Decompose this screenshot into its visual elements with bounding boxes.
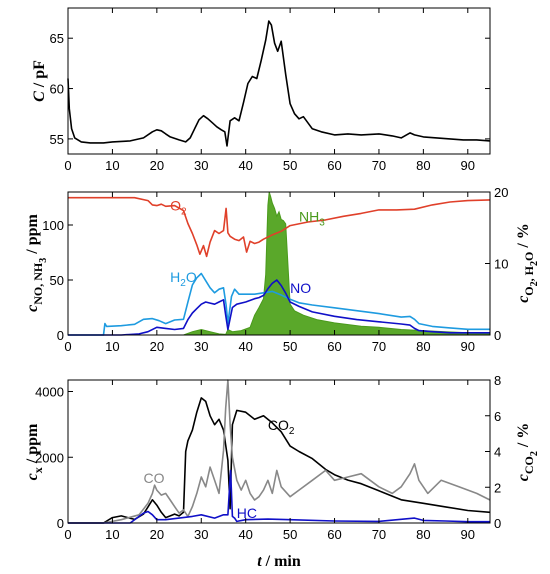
y-tick-label: 0 bbox=[57, 516, 64, 531]
x-tick-label: 20 bbox=[150, 339, 164, 354]
gas-plot-area bbox=[68, 379, 491, 524]
right-y-tick-label: 8 bbox=[494, 373, 501, 388]
y-tick-label: 0 bbox=[57, 328, 64, 343]
x-tick-label: 0 bbox=[64, 527, 71, 542]
no-nh3-panel: 0 10 20 30 40 50 60 70 80 90 0 50 100 0 10 20 O2 H2O NH3 N… bbox=[24, 185, 540, 354]
y-tick-label: 60 bbox=[50, 82, 64, 97]
gas-annotations: CO CO2 HC bbox=[144, 417, 295, 521]
co2-annotation: CO2 bbox=[268, 417, 295, 437]
series-line bbox=[67, 20, 491, 147]
x-tick-label: 70 bbox=[372, 527, 386, 542]
x-tick-label: 50 bbox=[283, 158, 297, 173]
x-tick-label: 50 bbox=[283, 339, 297, 354]
right-y-tick-label: 20 bbox=[494, 185, 508, 200]
capacitance-axes-frame bbox=[67, 7, 491, 155]
co-line bbox=[68, 379, 491, 524]
right-y-tick-label: 10 bbox=[494, 257, 508, 272]
no-nh3-plot-area bbox=[68, 191, 491, 336]
capacitance-plot-area bbox=[67, 20, 491, 147]
right-y-tick-label: 6 bbox=[494, 409, 501, 424]
capacitance-panel: 0 10 20 30 40 50 60 70 80 90 55 60 65 C / pF bbox=[31, 7, 491, 173]
x-tick-label: 20 bbox=[150, 527, 164, 542]
x-tick-label: 30 bbox=[194, 527, 208, 542]
x-tick-label: 10 bbox=[105, 158, 119, 173]
y-tick-label: 50 bbox=[50, 273, 64, 288]
y-tick-label: 65 bbox=[50, 31, 64, 46]
no-nh3-y-axis-label: cNO, NH3 / ppm bbox=[24, 213, 49, 311]
right-y-tick-label: 0 bbox=[494, 516, 501, 531]
y-tick-label: 2000 bbox=[35, 450, 64, 465]
x-tick-label: 40 bbox=[238, 339, 252, 354]
x-tick-label: 30 bbox=[194, 339, 208, 354]
time-x-axis-label: t / min bbox=[257, 553, 301, 570]
x-tick-label: 60 bbox=[327, 158, 341, 173]
x-tick-label: 50 bbox=[283, 527, 297, 542]
x-tick-label: 90 bbox=[461, 527, 475, 542]
hc-line bbox=[68, 469, 490, 524]
capacitance-ticks: 0 10 20 30 40 50 60 70 80 90 55 60 65 bbox=[50, 8, 490, 173]
co-annotation: CO bbox=[144, 470, 165, 486]
capacitance-y-axis-label: C / pF bbox=[31, 60, 48, 102]
co2-line bbox=[68, 397, 491, 524]
gas-y-axis-label: cx / ppm bbox=[24, 423, 45, 480]
gas-ticks: 0 10 20 30 40 50 60 70 80 90 0 2000 4000 0 2 4 6 8 bbox=[35, 373, 501, 542]
nh3-annotation: NH3 bbox=[299, 209, 325, 229]
y-tick-label: 55 bbox=[50, 132, 64, 147]
x-tick-label: 20 bbox=[150, 158, 164, 173]
x-tick-label: 70 bbox=[372, 339, 386, 354]
x-tick-label: 0 bbox=[64, 339, 71, 354]
h2o-line bbox=[68, 272, 490, 336]
x-tick-label: 70 bbox=[372, 158, 386, 173]
no-annotation: NO bbox=[290, 280, 311, 296]
x-tick-label: 60 bbox=[327, 527, 341, 542]
x-tick-label: 10 bbox=[105, 527, 119, 542]
h2o-annotation: H2O bbox=[170, 269, 197, 289]
x-tick-label: 80 bbox=[416, 158, 430, 173]
gas-panel: 0 10 20 30 40 50 60 70 80 90 0 2000 4000 0 2 4 6 8 CO CO2 H… bbox=[24, 373, 540, 570]
co2-y-axis-label: cCO2 / % bbox=[515, 423, 540, 482]
no-line bbox=[68, 279, 490, 336]
nh3-area bbox=[68, 191, 491, 336]
o2-line bbox=[68, 196, 491, 258]
right-y-tick-label: 2 bbox=[494, 480, 501, 495]
x-tick-label: 90 bbox=[461, 158, 475, 173]
gas-axes-frame bbox=[67, 379, 491, 524]
x-tick-label: 40 bbox=[238, 158, 252, 173]
x-tick-label: 10 bbox=[105, 339, 119, 354]
right-y-tick-label: 4 bbox=[494, 445, 501, 460]
y-tick-label: 4000 bbox=[35, 385, 64, 400]
x-tick-label: 40 bbox=[238, 527, 252, 542]
y-tick-label: 100 bbox=[42, 218, 64, 233]
x-tick-label: 60 bbox=[327, 339, 341, 354]
no-nh3-annotations: O2 H2O NH3 NO bbox=[170, 198, 325, 297]
o2-h2o-y-axis-label: cO2, H2O / % bbox=[515, 223, 540, 303]
hc-annotation: HC bbox=[237, 505, 257, 521]
x-tick-label: 80 bbox=[416, 339, 430, 354]
no-nh3-ticks: 0 10 20 30 40 50 60 70 80 90 0 50 100 0 10 20 bbox=[42, 185, 508, 354]
o2-annotation: O2 bbox=[170, 198, 187, 218]
x-tick-label: 90 bbox=[461, 339, 475, 354]
x-tick-label: 30 bbox=[194, 158, 208, 173]
right-y-tick-label: 0 bbox=[494, 328, 501, 343]
x-tick-label: 80 bbox=[416, 527, 430, 542]
x-tick-label: 0 bbox=[64, 158, 71, 173]
